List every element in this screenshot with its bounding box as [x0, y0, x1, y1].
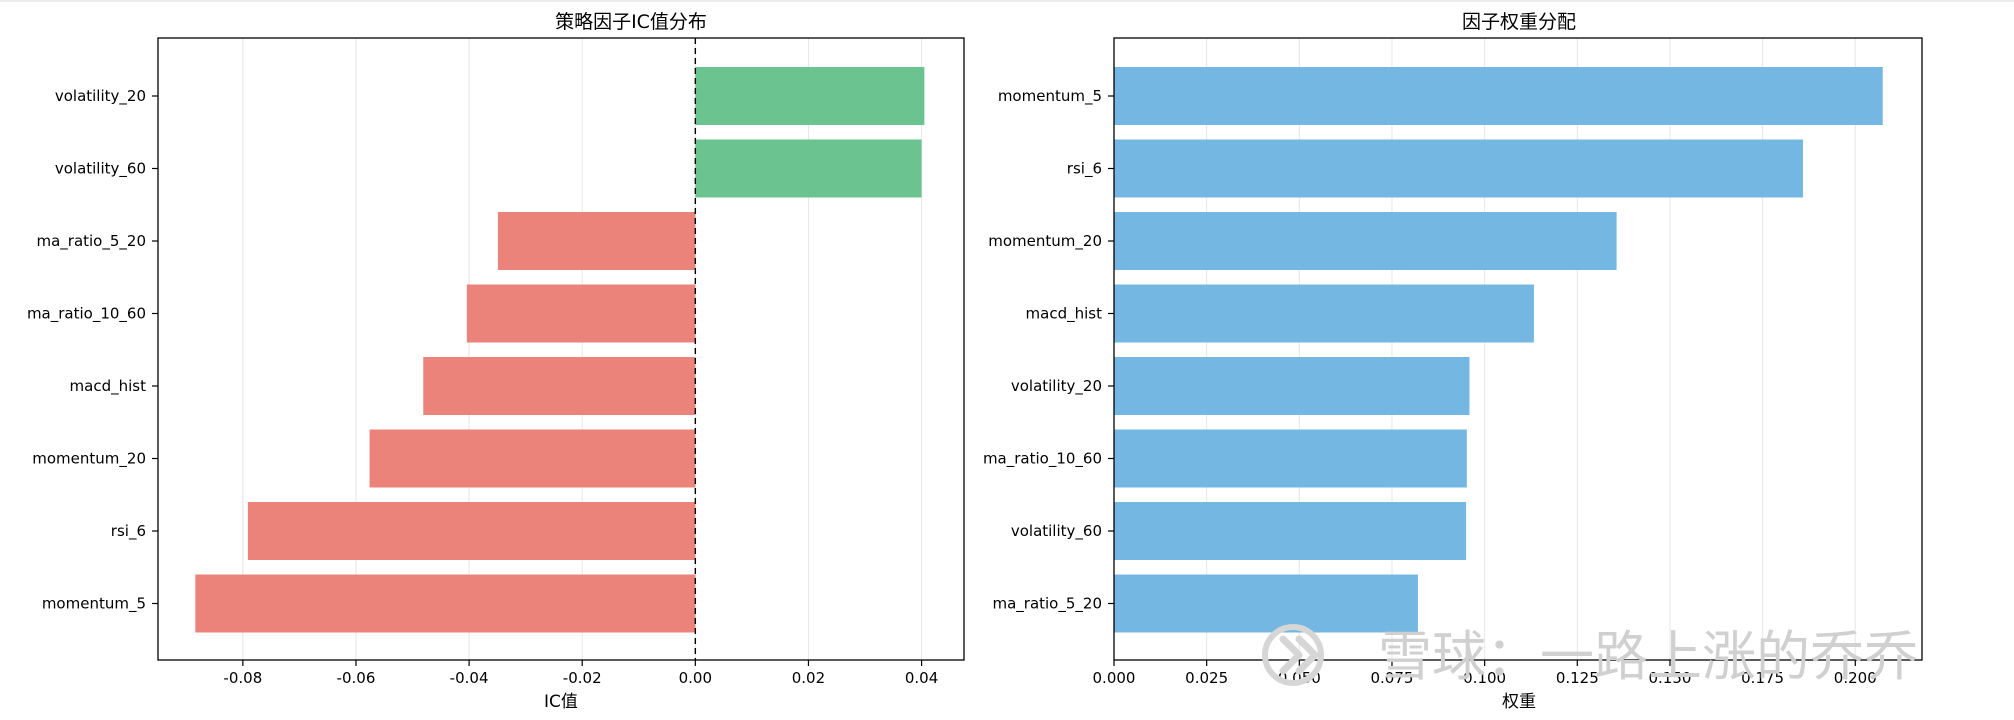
ic-y-tick-label: momentum_5 — [42, 595, 146, 614]
watermark-text: 雪球：一路上涨的乔乔 — [1378, 625, 1918, 688]
ic-chart-x-ticks: -0.08 -0.06 -0.04 -0.02 0.00 0.02 0.04 — [223, 660, 938, 687]
ic-bar-volatility_20 — [695, 67, 925, 125]
ic-chart-title: 策略因子IC值分布 — [555, 11, 707, 33]
weight-bar-volatility_60 — [1114, 502, 1467, 560]
ic-chart-frame — [157, 37, 965, 661]
ic-bar-macd_hist — [423, 357, 696, 415]
weight-x-tick-label: 0.075 — [1371, 669, 1414, 687]
ic-bar-momentum_5 — [195, 574, 696, 633]
weight-y-tick-label: rsi_6 — [1067, 160, 1102, 179]
ic-chart-grid — [242, 38, 923, 660]
weight-x-tick-label: 0.125 — [1556, 669, 1599, 687]
ic-y-tick-label: volatility_20 — [55, 87, 146, 106]
weight-x-tick-label: 0.175 — [1741, 669, 1784, 687]
weight-bar-ma_ratio_5_20 — [1114, 574, 1418, 633]
ic-chart-bars — [195, 67, 925, 633]
weight-chart-frame — [1113, 37, 1923, 661]
ic-chart-x-label: IC值 — [544, 692, 578, 712]
weight-bar-momentum_5 — [1114, 67, 1883, 125]
ic-y-tick-label: macd_hist — [70, 377, 147, 396]
weight-chart-y-ticks: momentum_5 rsi_6 momentum_20 macd_histvolat… — [983, 87, 1114, 614]
ic-bar-rsi_6 — [247, 502, 696, 560]
weight-x-tick-label: 0.150 — [1648, 669, 1691, 687]
ic-bar-ma_ratio_10_60 — [466, 284, 696, 343]
weight-x-tick-label: 0.100 — [1463, 669, 1506, 687]
xueqiu-logo-icon — [1262, 624, 1324, 686]
weight-chart-bars — [1114, 67, 1883, 633]
weight-chart-x-ticks: 0.000 0.025 0.050 0.075 0.100 0.125 0.150 0.175… — [1093, 660, 1877, 687]
weight-bar-ma_ratio_10_60 — [1114, 429, 1467, 488]
weight-x-tick-label: 0.000 — [1093, 669, 1136, 687]
ic-y-tick-label: momentum_20 — [32, 450, 146, 469]
weight-x-tick-label: 0.025 — [1185, 669, 1228, 687]
ic-x-tick-label: 0.04 — [905, 669, 938, 687]
ic-bar-ma_ratio_5_20 — [497, 212, 696, 270]
ic-bar-volatility_60 — [695, 139, 922, 198]
weight-chart-title: 因子权重分配 — [1462, 11, 1576, 33]
weight-bar-volatility_20 — [1114, 357, 1470, 415]
ic-x-tick-label: -0.02 — [563, 669, 602, 687]
ic-y-tick-label: ma_ratio_10_60 — [27, 305, 146, 324]
ic-x-tick-label: -0.06 — [337, 669, 376, 687]
weight-bar-rsi_6 — [1114, 139, 1804, 198]
watermark: 雪球：一路上涨的乔乔 — [1262, 624, 1918, 688]
weight-y-tick-label: ma_ratio_10_60 — [983, 450, 1102, 469]
ic-chart-y-ticks: volatility_20 volatility_60 ma_ratio_5_20m… — [27, 87, 158, 614]
ic-y-tick-label: volatility_60 — [55, 160, 146, 179]
weight-bar-momentum_20 — [1114, 212, 1617, 270]
ic-x-tick-label: -0.04 — [450, 669, 489, 687]
ic-y-tick-label: rsi_6 — [111, 522, 146, 541]
ic-y-tick-label: ma_ratio_5_20 — [36, 232, 146, 251]
weight-y-tick-label: macd_hist — [1026, 305, 1103, 324]
weight-chart-x-label: 权重 — [1502, 692, 1536, 712]
weight-y-tick-label: volatility_60 — [1011, 522, 1102, 541]
ic-x-tick-label: 0.02 — [792, 669, 825, 687]
ic-x-tick-label: 0.00 — [679, 669, 712, 687]
weight-x-tick-label: 0.200 — [1834, 669, 1877, 687]
weight-chart-grid — [1113, 38, 1856, 660]
weight-y-tick-label: momentum_5 — [998, 87, 1102, 106]
weight-y-tick-label: volatility_20 — [1011, 377, 1102, 396]
factor-weight-chart: 因子权重分配 momentum_5 rsi_6 momentum_20 macd_hi… — [983, 11, 1923, 712]
weight-y-tick-label: ma_ratio_5_20 — [992, 595, 1102, 614]
weight-y-tick-label: momentum_20 — [988, 232, 1102, 251]
ic-distribution-chart: 策略因子IC值分布 volatility_20 volatility_60 ma_r… — [27, 11, 965, 712]
ic-bar-momentum_20 — [369, 429, 696, 488]
weight-bar-macd_hist — [1114, 284, 1534, 343]
ic-x-tick-label: -0.08 — [223, 669, 262, 687]
